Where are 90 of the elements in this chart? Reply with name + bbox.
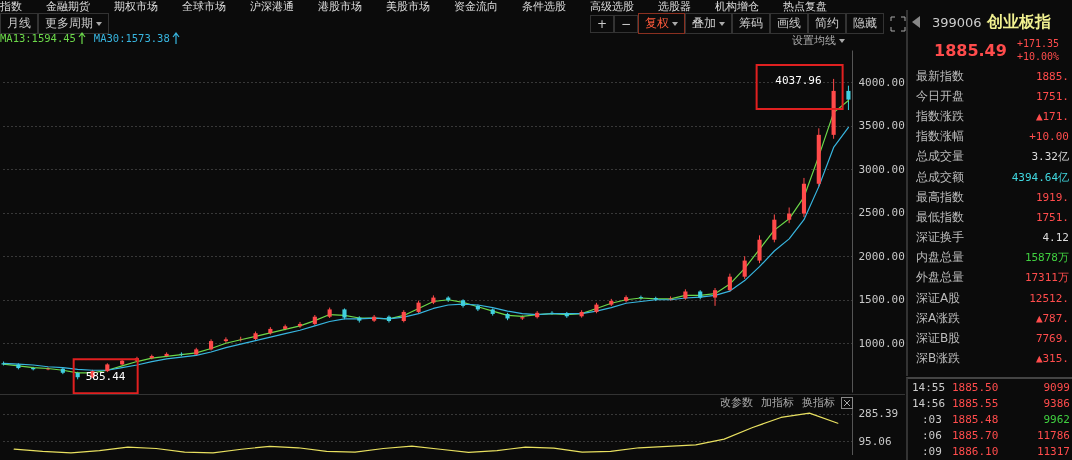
text: 资金流向 [454,0,498,13]
y-tick-label: 3500.00 [858,119,905,133]
text: 14:55 [911,380,947,394]
text: 9962 [1042,412,1070,426]
text: 深证B股 [916,330,961,348]
text: 指数涨跌 [916,107,964,125]
text: 设置均线 [792,33,836,48]
text: 最低指数 [916,208,964,226]
text: 美股市场 [386,0,430,13]
text: 1885. [1035,69,1069,83]
text: +171.35 [1016,37,1060,50]
text: 最新指数 [916,67,964,85]
annotation: 加指标 [759,395,796,410]
text: +10.00% [1016,50,1060,63]
text: 今日开盘 [916,87,964,105]
text: 期权市场 [114,0,158,13]
text: 高级选股 [590,0,634,13]
annotation: 改参数 [718,395,755,410]
annotation: 换指标 [800,395,837,410]
text: 1885.55 [952,396,1000,410]
text: 1885.49 [934,40,1007,60]
text: 金融期货 [46,0,90,13]
text: 简约 [808,13,847,34]
text: 内盘总量 [916,249,964,267]
text: 条件选股 [522,0,566,13]
text: 7769. [1035,332,1069,346]
text: :06 [921,428,943,442]
text: 港股市场 [318,0,362,13]
y-tick-label: 2000.00 [858,249,905,263]
y-tick-label: 2500.00 [858,206,905,220]
text: 1885.50 [952,380,1000,394]
text: 15878万 [1024,250,1069,266]
text: 11786 [1035,428,1070,442]
text: 更多周期 [45,16,93,30]
text: ▲315. [1035,352,1069,366]
text: − [614,14,639,33]
text: 最高指数 [916,188,964,206]
text: 叠加 [685,13,733,34]
text: 14:56 [911,396,947,410]
y-tick-label: 3000.00 [858,162,905,176]
text: 外盘总量 [916,269,964,287]
text: 4.12 [1042,231,1069,245]
text: 1885.70 [952,428,1000,442]
text: 总成交额 [916,168,964,186]
text: +10.00 [1029,130,1069,144]
text: 1751. [1035,89,1069,103]
text: 3.32亿 [1031,149,1069,165]
text: 399006 [932,14,982,30]
text: ▲171. [1035,109,1069,123]
text: 总成交量 [916,148,964,166]
text: 月线 [7,16,31,30]
y-tick-label: 1500.00 [858,293,905,307]
text: 机构增仓 [715,0,759,13]
y-tick-label: 4000.00 [858,75,905,89]
text: 指数 [0,0,22,13]
annotation: 585.44 [85,370,126,384]
text: 全球市场 [182,0,226,13]
text: 1885.48 [952,412,1000,426]
text: 17311万 [1024,270,1069,286]
text: 指数涨幅 [916,128,964,146]
text: 9386 [1042,396,1070,410]
text: 1919. [1035,190,1069,204]
text: 1751. [1035,210,1069,224]
text: 复权 [638,13,686,34]
text: + [590,14,615,33]
y-tick-label: 285.39 [858,407,899,421]
text: 11317 [1035,444,1070,458]
text: 画线 [770,13,809,34]
text: 隐藏 [846,13,885,34]
y-tick-label: 95.06 [858,434,892,448]
text: 选股器 [658,0,691,13]
text: 1886.10 [952,444,1000,458]
annotation: 4037.96 [775,73,822,87]
text: 深A涨跌 [916,309,961,327]
text: 筹码 [732,13,771,34]
text: 深证换手 [916,229,964,247]
text: 沪深港通 [250,0,294,13]
text: 9099 [1042,380,1070,394]
text: 创业板指 [986,11,1051,33]
legend-label: MA13:1594.45 [0,32,76,44]
text: 4394.64亿 [1011,169,1069,185]
text: :03 [921,412,943,426]
text: 深证A股 [916,289,961,307]
text: ▲787. [1035,311,1069,325]
legend-label: MA30:1573.38 [93,32,170,44]
text: 12512. [1029,291,1069,305]
text: 深B涨跌 [916,350,961,368]
y-tick-label: 1000.00 [858,336,905,350]
text: 热点复盘 [783,0,827,13]
text: :09 [921,444,943,458]
